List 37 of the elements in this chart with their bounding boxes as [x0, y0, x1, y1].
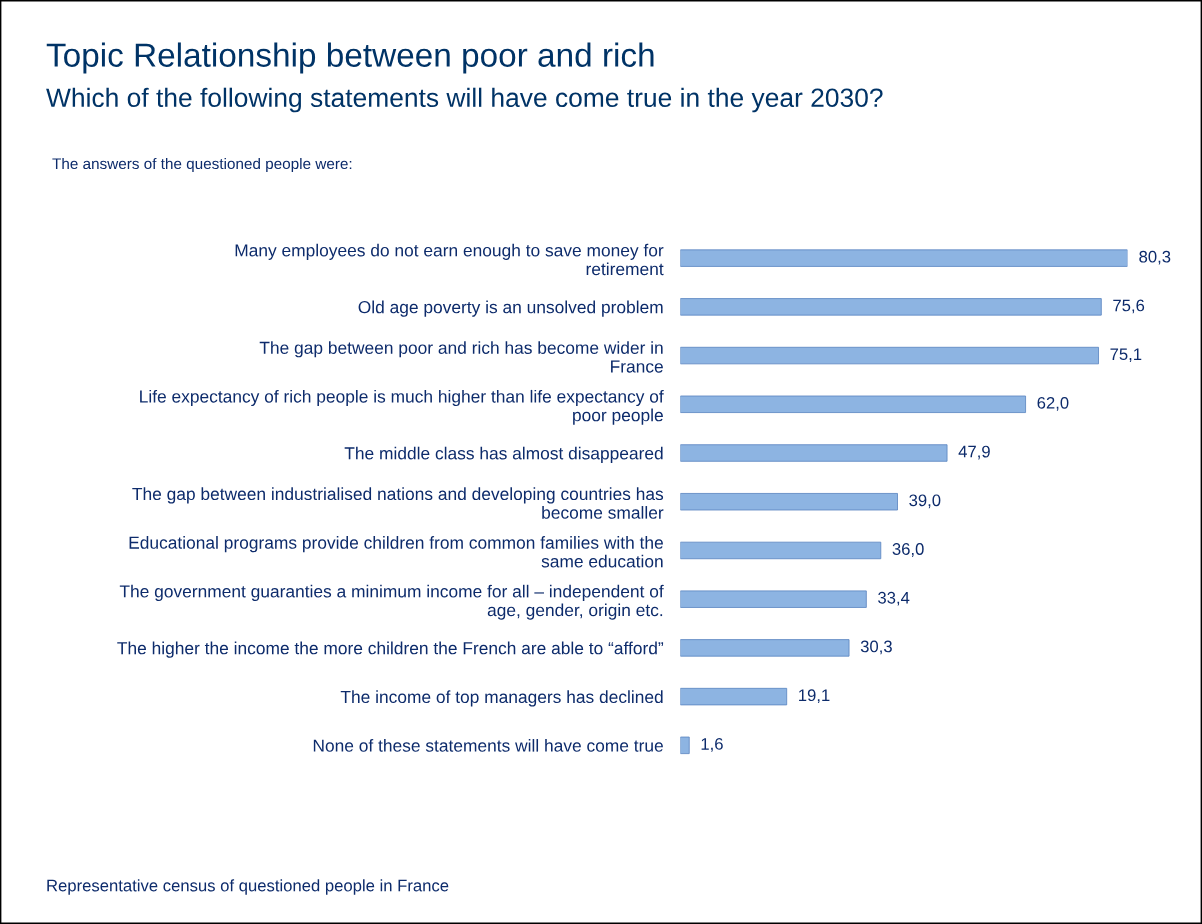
data-label: 1,6 — [701, 738, 723, 752]
y-tick-label: Old age poverty is an unsolved problem — [358, 300, 663, 317]
data-label: 30,3 — [860, 640, 892, 655]
y-tick-label: Educational programs provide children from common families with the same education — [129, 536, 663, 568]
bar — [680, 736, 690, 755]
data-label: 80,3 — [1139, 250, 1171, 265]
y-tick-label: The income of top managers has declined — [340, 690, 663, 707]
text: Topic Relationship between poor and rich — [46, 42, 654, 74]
data-label: 75,1 — [1110, 348, 1142, 363]
bar — [680, 493, 898, 511]
bar — [680, 346, 1099, 365]
data-label: 47,9 — [958, 445, 990, 460]
text: Which of the following statements will have come true in the year 2030? — [46, 87, 883, 113]
bar — [680, 298, 1102, 316]
y-tick-label: None of these statements will have come true — [313, 739, 663, 752]
text: The answers of the questioned people were: — [52, 157, 352, 173]
y-tick-label: The government guaranties a minimum income for all – independent of age, gender, origin etc. — [119, 584, 664, 620]
bar — [680, 639, 850, 657]
data-label: 36,0 — [892, 543, 924, 557]
bar — [680, 590, 867, 608]
y-tick-label: Life expectancy of rich people is much higher than life expectancy of poor people — [140, 389, 664, 425]
data-label: 75,6 — [1113, 299, 1145, 314]
y-tick-label: The gap between industrialised nations and developing countries has become smaller — [132, 487, 664, 519]
data-label: 33,4 — [878, 591, 910, 606]
bar — [680, 395, 1026, 413]
bar — [680, 541, 882, 560]
data-label: 62,0 — [1037, 396, 1069, 411]
y-tick-label: The higher the income the more children the French are able to “afford” — [117, 641, 664, 658]
y-tick-label: The middle class has almost disappeared — [344, 446, 663, 463]
y-tick-label: Many employees do not earn enough to save money for retirement — [235, 243, 664, 276]
data-label: 19,1 — [799, 689, 830, 704]
bar — [680, 444, 948, 462]
bar — [680, 687, 788, 706]
bar — [680, 249, 1128, 267]
data-label: 39,0 — [909, 494, 941, 509]
text: Representative census of questioned people in France — [47, 879, 449, 895]
y-tick-label: The gap between poor and rich has become wider in France — [259, 341, 663, 373]
